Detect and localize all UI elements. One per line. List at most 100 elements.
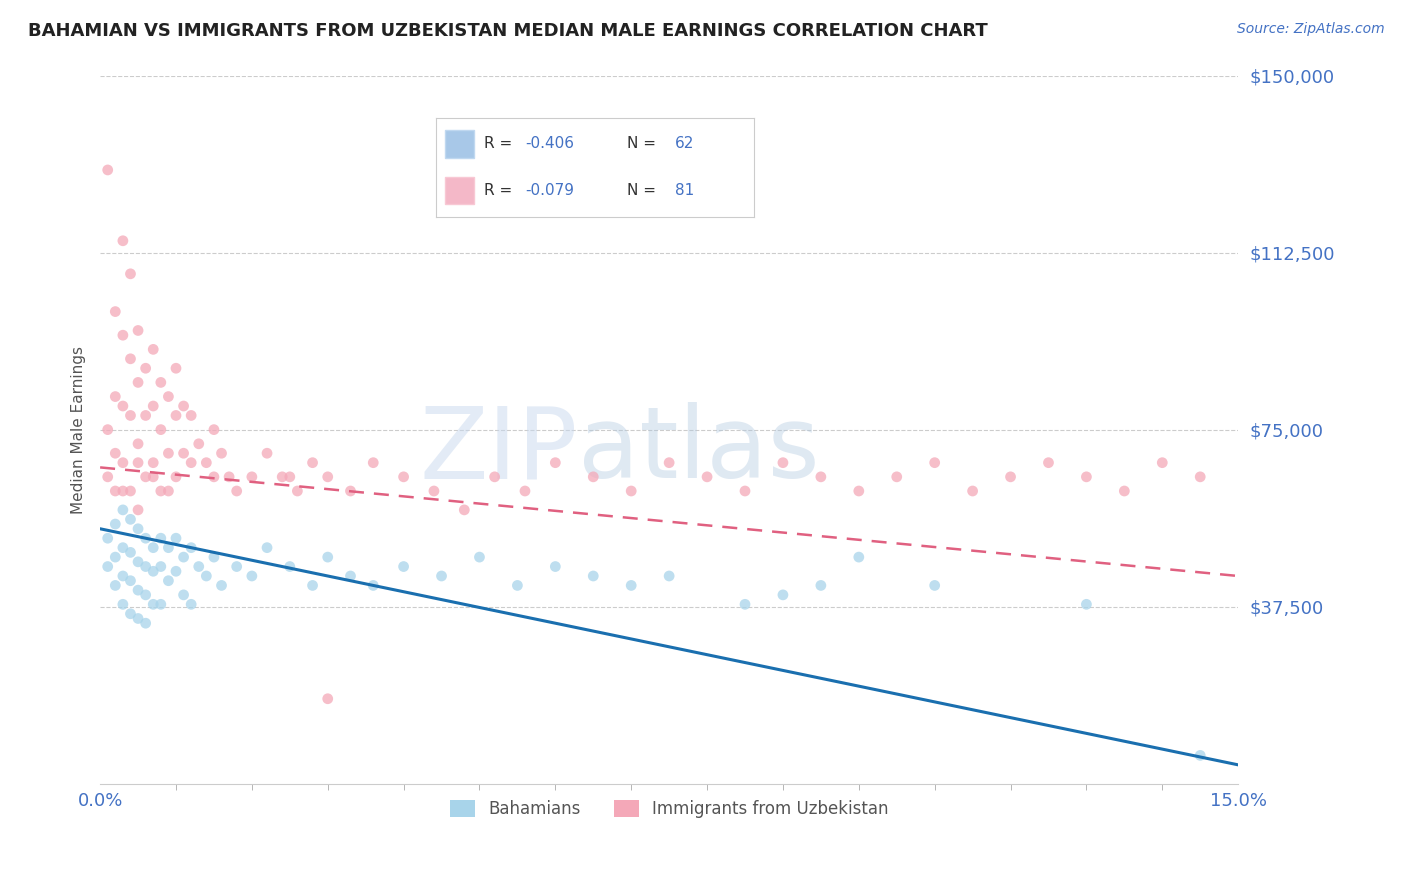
Point [135, 470, 157, 484]
Point [127, 611, 149, 625]
Point [256, 446, 278, 460]
Point [484, 470, 506, 484]
Point [453, 503, 475, 517]
Point [271, 470, 294, 484]
Point [810, 470, 832, 484]
Point [97, 163, 120, 178]
Point [544, 456, 567, 470]
Point [111, 456, 134, 470]
Point [187, 559, 209, 574]
Point [211, 446, 233, 460]
Point [468, 550, 491, 565]
Point [240, 569, 263, 583]
Point [104, 517, 127, 532]
Point [157, 483, 180, 498]
Point [173, 550, 195, 565]
Point [180, 541, 202, 555]
Text: atlas: atlas [578, 402, 820, 500]
Point [135, 531, 157, 545]
Point [135, 588, 157, 602]
Point [392, 559, 415, 574]
Point [149, 376, 172, 390]
Point [734, 597, 756, 611]
Point [1000, 470, 1022, 484]
Point [127, 456, 149, 470]
Point [142, 399, 165, 413]
Point [202, 550, 225, 565]
Point [120, 351, 142, 366]
Point [149, 483, 172, 498]
Point [97, 559, 120, 574]
Text: BAHAMIAN VS IMMIGRANTS FROM UZBEKISTAN MEDIAN MALE EARNINGS CORRELATION CHART: BAHAMIAN VS IMMIGRANTS FROM UZBEKISTAN M… [28, 22, 988, 40]
Point [544, 559, 567, 574]
Point [240, 470, 263, 484]
Point [202, 423, 225, 437]
Point [180, 456, 202, 470]
Point [120, 512, 142, 526]
Point [1038, 456, 1060, 470]
Point [97, 531, 120, 545]
Point [165, 409, 187, 423]
Point [195, 569, 218, 583]
Point [423, 483, 446, 498]
Point [149, 597, 172, 611]
Point [104, 550, 127, 565]
Point [582, 470, 605, 484]
Point [1076, 597, 1098, 611]
Text: ZIP: ZIP [420, 402, 578, 500]
Point [316, 691, 339, 706]
Point [772, 456, 794, 470]
Point [180, 597, 202, 611]
Point [157, 574, 180, 588]
Point [135, 361, 157, 376]
Point [278, 470, 301, 484]
Point [225, 483, 247, 498]
Point [142, 597, 165, 611]
Point [97, 470, 120, 484]
Point [127, 437, 149, 451]
Point [142, 564, 165, 578]
Point [430, 569, 453, 583]
Point [157, 446, 180, 460]
Point [810, 578, 832, 592]
Point [582, 569, 605, 583]
Point [256, 541, 278, 555]
Point [120, 607, 142, 621]
Point [157, 541, 180, 555]
Point [142, 343, 165, 357]
Point [127, 376, 149, 390]
Point [180, 409, 202, 423]
Point [157, 390, 180, 404]
Point [211, 578, 233, 592]
Point [658, 456, 681, 470]
Point [165, 361, 187, 376]
Point [111, 541, 134, 555]
Point [127, 503, 149, 517]
Point [111, 328, 134, 343]
Point [142, 541, 165, 555]
Point [111, 483, 134, 498]
Point [287, 483, 309, 498]
Point [339, 483, 361, 498]
Point [142, 470, 165, 484]
Point [165, 531, 187, 545]
Point [225, 559, 247, 574]
Point [278, 559, 301, 574]
Point [135, 409, 157, 423]
Point [111, 234, 134, 248]
Point [173, 588, 195, 602]
Point [111, 569, 134, 583]
Point [120, 483, 142, 498]
Point [111, 597, 134, 611]
Point [142, 456, 165, 470]
Point [696, 470, 718, 484]
Point [104, 578, 127, 592]
Point [924, 456, 946, 470]
Point [316, 470, 339, 484]
Text: Source: ZipAtlas.com: Source: ZipAtlas.com [1237, 22, 1385, 37]
Point [187, 437, 209, 451]
Point [97, 423, 120, 437]
Point [173, 399, 195, 413]
Point [506, 578, 529, 592]
Point [316, 550, 339, 565]
